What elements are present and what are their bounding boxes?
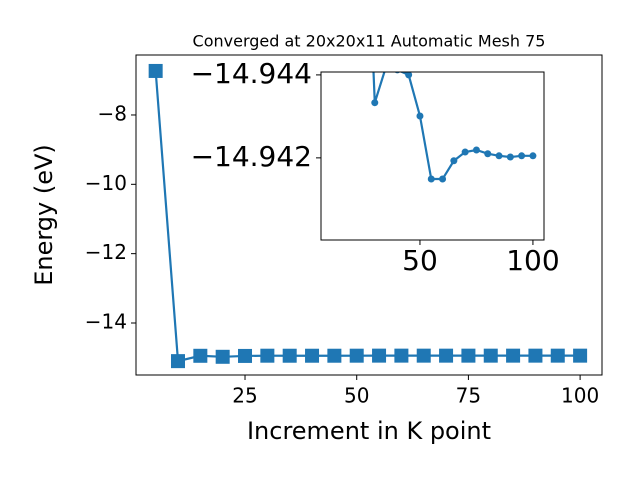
marker	[215, 349, 230, 364]
y-axis-label: Energy (eV)	[30, 144, 58, 286]
marker	[170, 354, 185, 369]
marker	[371, 99, 379, 107]
marker	[405, 72, 413, 79]
x-tick-label: 100	[506, 244, 559, 277]
x-tick-label: 50	[344, 384, 369, 408]
x-tick-label: 50	[402, 244, 438, 277]
marker	[416, 112, 424, 120]
marker	[282, 348, 297, 363]
marker	[439, 348, 454, 363]
marker	[506, 153, 514, 161]
axes-frame	[320, 71, 545, 241]
marker	[394, 348, 409, 363]
series	[371, 72, 537, 183]
marker	[550, 348, 565, 363]
x-tick-label: 75	[456, 384, 481, 408]
marker	[439, 175, 447, 183]
marker	[461, 348, 476, 363]
marker	[148, 63, 163, 78]
marker	[483, 348, 498, 363]
marker	[528, 348, 543, 363]
marker	[506, 348, 521, 363]
y-tick-label: −14.942	[191, 140, 312, 173]
axes-frame	[135, 54, 603, 376]
marker	[529, 152, 537, 160]
y-tick-label: −8	[98, 101, 127, 125]
marker	[573, 348, 588, 363]
marker	[327, 348, 342, 363]
x-axis-label: Increment in K point	[247, 417, 491, 445]
marker	[518, 152, 526, 160]
marker	[450, 157, 458, 165]
y-tick-label: −14	[85, 309, 127, 333]
marker	[372, 348, 387, 363]
series	[148, 63, 588, 369]
marker	[427, 175, 435, 183]
marker	[495, 152, 503, 160]
marker	[472, 146, 480, 154]
y-tick-label: −12	[85, 240, 127, 264]
chart-title: Converged at 20x20x11 Automatic Mesh 75	[193, 32, 546, 51]
marker	[305, 348, 320, 363]
y-tick-label: −10	[85, 171, 127, 195]
x-tick-label: 100	[561, 384, 599, 408]
marker	[260, 348, 275, 363]
marker	[484, 150, 492, 158]
marker	[416, 348, 431, 363]
marker	[238, 348, 253, 363]
x-tick-label: 25	[232, 384, 257, 408]
marker	[349, 348, 364, 363]
marker	[193, 348, 208, 363]
y-tick-label: −14.944	[191, 57, 312, 90]
marker	[461, 148, 469, 156]
series-line	[372, 72, 533, 181]
